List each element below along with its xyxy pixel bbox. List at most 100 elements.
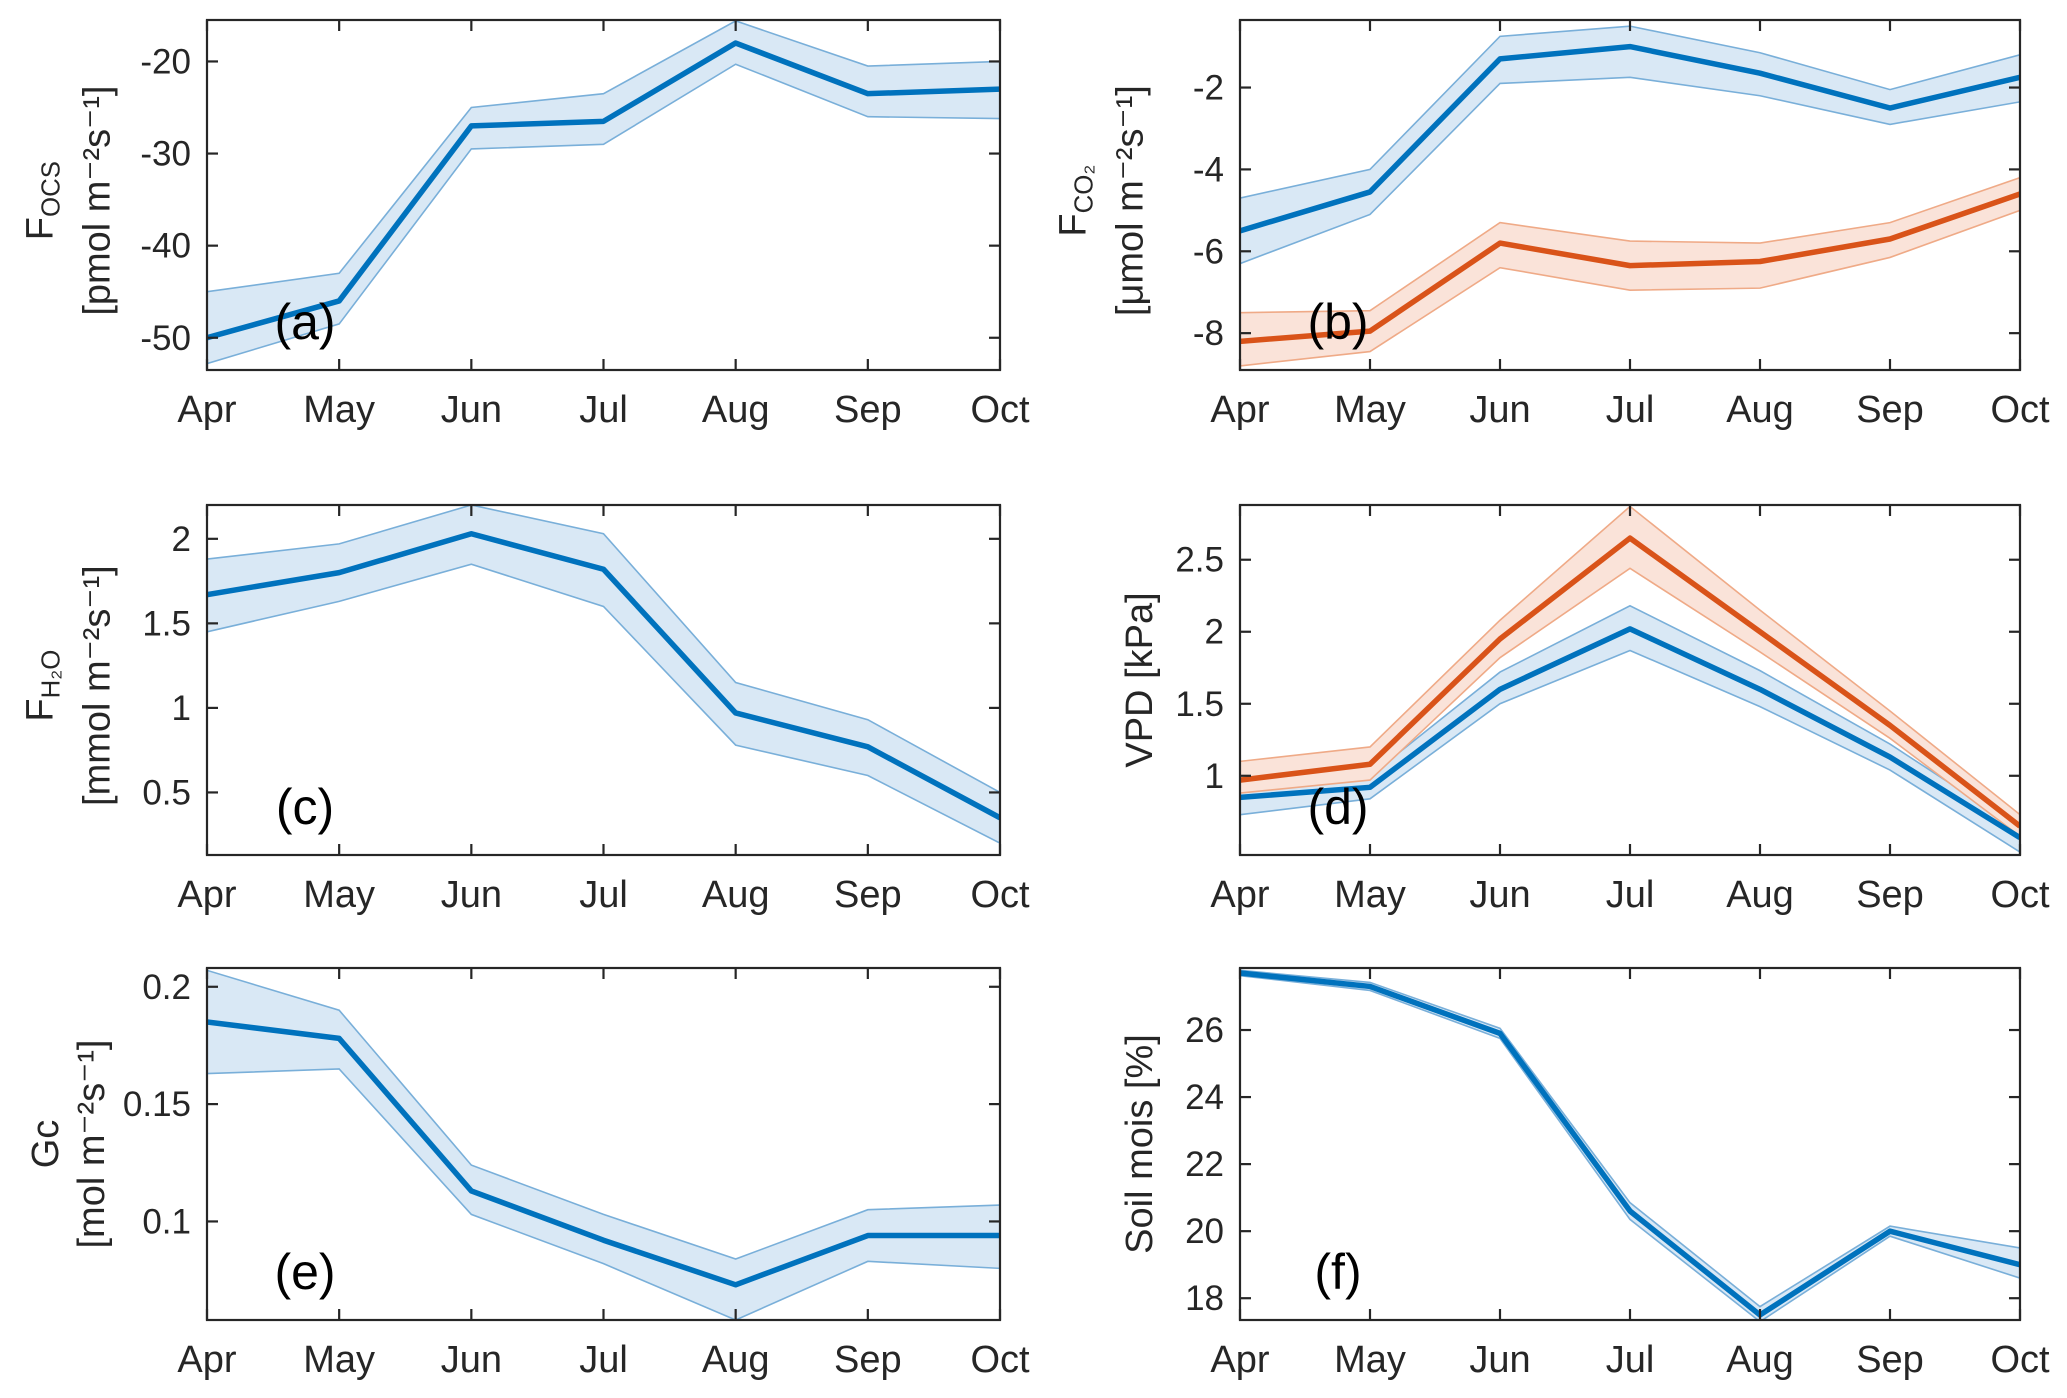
x-tick-label: Sep — [834, 389, 902, 431]
x-tick-label: Aug — [1726, 389, 1794, 431]
x-tick-label: Sep — [1856, 874, 1924, 916]
y-tick-label: -30 — [140, 135, 191, 174]
x-tick-label: Aug — [1726, 874, 1794, 916]
x-tick-label: May — [1334, 874, 1406, 916]
y-tick-label: 1 — [172, 689, 191, 728]
y-tick-label: -40 — [140, 227, 191, 266]
x-tick-label: Aug — [702, 1339, 770, 1381]
y-tick-label: 2 — [1205, 613, 1224, 652]
b-series-blue-band-lower-edge — [1240, 76, 2020, 265]
y-tick-label: 26 — [1185, 1011, 1224, 1050]
e-series-blue-band-lower-edge — [207, 1068, 1000, 1320]
x-tick-label: Jun — [441, 874, 502, 916]
b-series-orange-band-lower-edge — [1240, 209, 2020, 367]
x-tick-label: Oct — [1990, 1339, 2050, 1381]
y-tick-label: 1.5 — [142, 604, 191, 643]
x-tick-label: Sep — [1856, 389, 1924, 431]
x-tick-label: Jul — [1606, 389, 1655, 431]
b-series-blue-band — [1240, 26, 2020, 264]
panel-label-b: (b) — [1307, 294, 1369, 350]
x-tick-label: Jul — [579, 389, 628, 431]
x-tick-label: May — [1334, 1339, 1406, 1381]
x-tick-label: Aug — [1726, 1339, 1794, 1381]
y-tick-label: -6 — [1193, 232, 1224, 271]
x-tick-label: Apr — [1210, 389, 1269, 431]
x-tick-label: Apr — [1210, 874, 1269, 916]
y-tick-label: 24 — [1185, 1078, 1224, 1117]
x-tick-label: May — [303, 1339, 375, 1381]
x-tick-label: May — [1334, 389, 1406, 431]
y-tick-label: -8 — [1193, 314, 1224, 353]
y-tick-label: 0.2 — [142, 968, 191, 1007]
f-series-blue-line — [1240, 970, 2020, 1318]
d-series-blue-line — [1240, 626, 2020, 841]
y-tick-label: -20 — [140, 42, 191, 81]
x-tick-label: Jul — [1606, 874, 1655, 916]
x-tick-label: Jun — [1469, 874, 1530, 916]
x-tick-label: Sep — [1856, 1339, 1924, 1381]
y-tick-label: -50 — [140, 319, 191, 358]
x-tick-label: Jul — [579, 1339, 628, 1381]
c-series-blue-band-lower-edge — [207, 563, 1000, 844]
x-tick-label: May — [303, 874, 375, 916]
x-tick-label: Jul — [1606, 1339, 1655, 1381]
d-series-orange-band-lower-edge — [1240, 567, 2020, 837]
x-tick-label: Apr — [177, 874, 236, 916]
x-tick-label: Oct — [970, 389, 1030, 431]
x-tick-label: Jun — [1469, 389, 1530, 431]
x-tick-label: Oct — [1990, 874, 2050, 916]
b-series-blue-line — [1240, 43, 2020, 234]
x-tick-label: Jun — [441, 389, 502, 431]
x-tick-label: May — [303, 389, 375, 431]
b-series-orange-line — [1240, 191, 2020, 345]
y-tick-label: 1.5 — [1175, 685, 1224, 724]
y-tick-label: 22 — [1185, 1145, 1224, 1184]
a-series-blue-band-upper-edge — [207, 20, 1000, 293]
x-tick-label: Sep — [834, 1339, 902, 1381]
x-tick-label: Apr — [177, 389, 236, 431]
x-tick-label: Jul — [579, 874, 628, 916]
panel-label-d: (d) — [1307, 779, 1369, 835]
x-tick-label: Aug — [702, 389, 770, 431]
panel-f-ylabel: Soil mois [%] — [1117, 968, 1163, 1320]
x-tick-label: Jun — [441, 1339, 502, 1381]
c-series-blue-line — [207, 530, 1000, 821]
x-tick-label: Apr — [177, 1339, 236, 1381]
d-series-blue-band-lower-edge — [1240, 649, 2020, 853]
panel-label-a: (a) — [274, 294, 336, 350]
y-tick-label: 0.1 — [142, 1202, 191, 1241]
c-series-blue-band — [207, 505, 1000, 844]
y-tick-label: 2.5 — [1175, 541, 1224, 580]
x-tick-label: Oct — [970, 874, 1030, 916]
f-series-blue-band-upper-edge — [1240, 969, 2020, 1308]
b-series-orange-band — [1240, 177, 2020, 366]
x-tick-label: Aug — [702, 874, 770, 916]
y-tick-label: 18 — [1185, 1279, 1224, 1318]
x-tick-label: Jun — [1469, 1339, 1530, 1381]
y-tick-label: 0.5 — [142, 773, 191, 812]
x-tick-label: Oct — [970, 1339, 1030, 1381]
x-tick-label: Sep — [834, 874, 902, 916]
y-tick-label: -2 — [1193, 69, 1224, 108]
c-series-blue-band-upper-edge — [207, 505, 1000, 794]
e-series-blue-band-upper-edge — [207, 969, 1000, 1260]
y-tick-label: 1 — [1205, 757, 1224, 796]
panel-label-c: (c) — [275, 779, 335, 835]
a-series-blue-band — [207, 20, 1000, 364]
x-tick-label: Apr — [1210, 1339, 1269, 1381]
a-series-blue-line — [207, 40, 1000, 341]
e-series-blue-band — [207, 970, 1000, 1320]
panel-label-f: (f) — [1314, 1244, 1362, 1300]
y-tick-label: 20 — [1185, 1212, 1224, 1251]
panel-label-e: (e) — [274, 1244, 336, 1300]
x-tick-label: Oct — [1990, 389, 2050, 431]
ylabel-main: Soil mois [%] — [1119, 1034, 1161, 1254]
f-series-blue-band-lower-edge — [1240, 974, 2020, 1320]
